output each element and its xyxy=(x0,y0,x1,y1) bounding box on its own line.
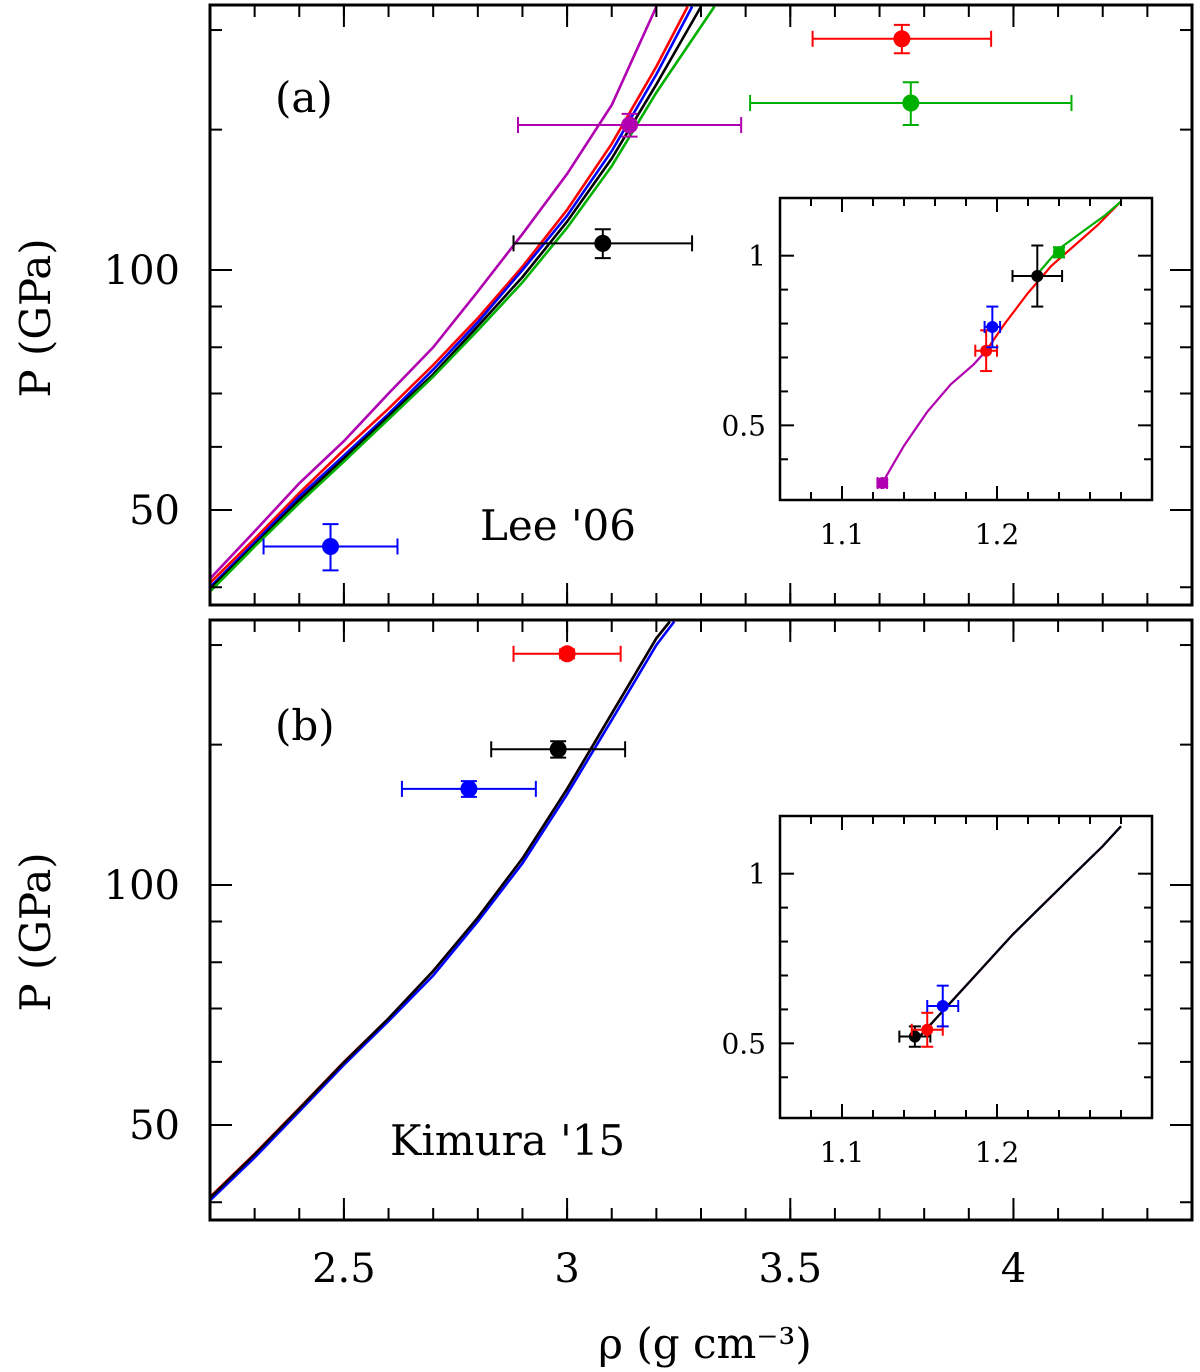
panel-a-inset-background xyxy=(780,198,1152,500)
panel-a-annotation: Lee '06 xyxy=(480,501,636,550)
panel-b-marker xyxy=(558,645,576,663)
panel-b-series-group xyxy=(210,620,676,1202)
panel-b-data-point xyxy=(512,645,622,663)
panel-a-inset-data-point xyxy=(983,305,1002,349)
panel-b-inset-curve-black xyxy=(918,825,1122,1038)
panel-a-marker xyxy=(902,94,920,112)
panel-b-x-tick-label: 3 xyxy=(554,1246,579,1292)
panel-b-data-point xyxy=(400,780,537,798)
panel-a-data-point xyxy=(512,228,694,260)
panel-a-inset-data-point xyxy=(1011,244,1064,308)
panel-a-curve-green xyxy=(210,5,716,593)
panel-a-curve-blue xyxy=(210,5,694,589)
panel-b-inset-y-tick-label: 0.5 xyxy=(721,1027,766,1060)
panel-b-y-tick-label: 50 xyxy=(129,1103,180,1149)
panel-a-label: (a) xyxy=(275,73,333,122)
panel-a-curve-magenta xyxy=(210,6,658,580)
panel-a-inset-marker xyxy=(876,477,889,490)
panel-a-inset-data-point xyxy=(876,477,889,490)
panel-b-x-tick-label: 4 xyxy=(1001,1246,1026,1292)
panel-a-curve-black xyxy=(210,5,703,590)
panel-a-data-point xyxy=(811,23,993,55)
panel-a-y-axis-title: P (GPa) xyxy=(11,238,60,397)
panel-a-data-point xyxy=(516,112,743,138)
panel-b-annotation: Kimura '15 xyxy=(390,1116,625,1165)
panel-a-inset-marker xyxy=(986,320,999,333)
panel-a-marker xyxy=(322,537,340,555)
panel-a-y-tick-label: 50 xyxy=(129,488,180,534)
panel-a: (a) Lee '06 P (GPa) 50 100 1.1 1.2 0.5 1 xyxy=(11,3,1194,607)
panel-a-series-group xyxy=(210,5,716,593)
panel-b-inset-background xyxy=(780,816,1152,1118)
panel-a-inset-x-tick-label: 1.2 xyxy=(975,518,1020,551)
panel-a-marker xyxy=(594,234,612,252)
panel-a-inset-data-point xyxy=(1053,246,1065,259)
panel-b-y-axis-title: P (GPa) xyxy=(11,852,60,1011)
panel-b-inset-data-point xyxy=(926,984,960,1028)
panel-a-marker xyxy=(621,116,639,134)
panel-a-inset-marker xyxy=(1053,246,1065,259)
x-axis-title: ρ (g cm⁻³) xyxy=(598,1319,811,1368)
panel-b-marker xyxy=(460,780,478,798)
panel-b-inset-x-tick-label: 1.2 xyxy=(975,1136,1020,1169)
panel-a-inset-marker xyxy=(1031,270,1044,283)
panel-a-inset-curve-red xyxy=(985,200,1122,352)
panel-a-y-tick-label: 100 xyxy=(104,248,180,294)
panel-b-inset-x-tick-label: 1.1 xyxy=(820,1136,865,1169)
panel-a-inset: 1.1 1.2 0.5 1 xyxy=(721,196,1154,551)
panel-b-marker xyxy=(549,740,567,758)
panel-b-x-tick-label: 2.5 xyxy=(312,1246,376,1292)
panel-b-inset-marker xyxy=(921,1023,934,1036)
panel-b-label: (b) xyxy=(275,701,335,750)
panel-b-x-tick-label: 3.5 xyxy=(758,1246,822,1292)
panel-b-curve-blue xyxy=(210,620,676,1202)
panel-b-inset-series-group xyxy=(918,825,1122,1038)
panel-b-inset-marker xyxy=(936,1000,949,1013)
panel-a-inset-curve-green xyxy=(1034,200,1122,277)
panel-a-inset-curve-magenta xyxy=(881,349,987,484)
panel-a-inset-y-tick-label: 1 xyxy=(748,240,766,273)
panel-b-data-point xyxy=(490,740,627,759)
panel-a-inset-y-tick-label: 0.5 xyxy=(721,409,766,442)
panel-a-marker xyxy=(893,30,911,48)
panel-a-data-point xyxy=(749,81,1073,127)
panel-b-inset-marker xyxy=(908,1030,921,1043)
panel-a-data-point xyxy=(262,523,399,572)
panel-b-curve-black xyxy=(210,620,671,1199)
panel-a-inset-x-tick-label: 1.1 xyxy=(820,518,865,551)
panel-b-y-tick-label: 100 xyxy=(104,863,180,909)
panel-a-curve-red xyxy=(210,5,689,584)
panel-b-inset: 1.1 1.2 0.5 1 xyxy=(721,814,1154,1169)
panel-a-inset-series-group xyxy=(881,200,1122,484)
panel-b-inset-y-tick-label: 1 xyxy=(748,858,766,891)
